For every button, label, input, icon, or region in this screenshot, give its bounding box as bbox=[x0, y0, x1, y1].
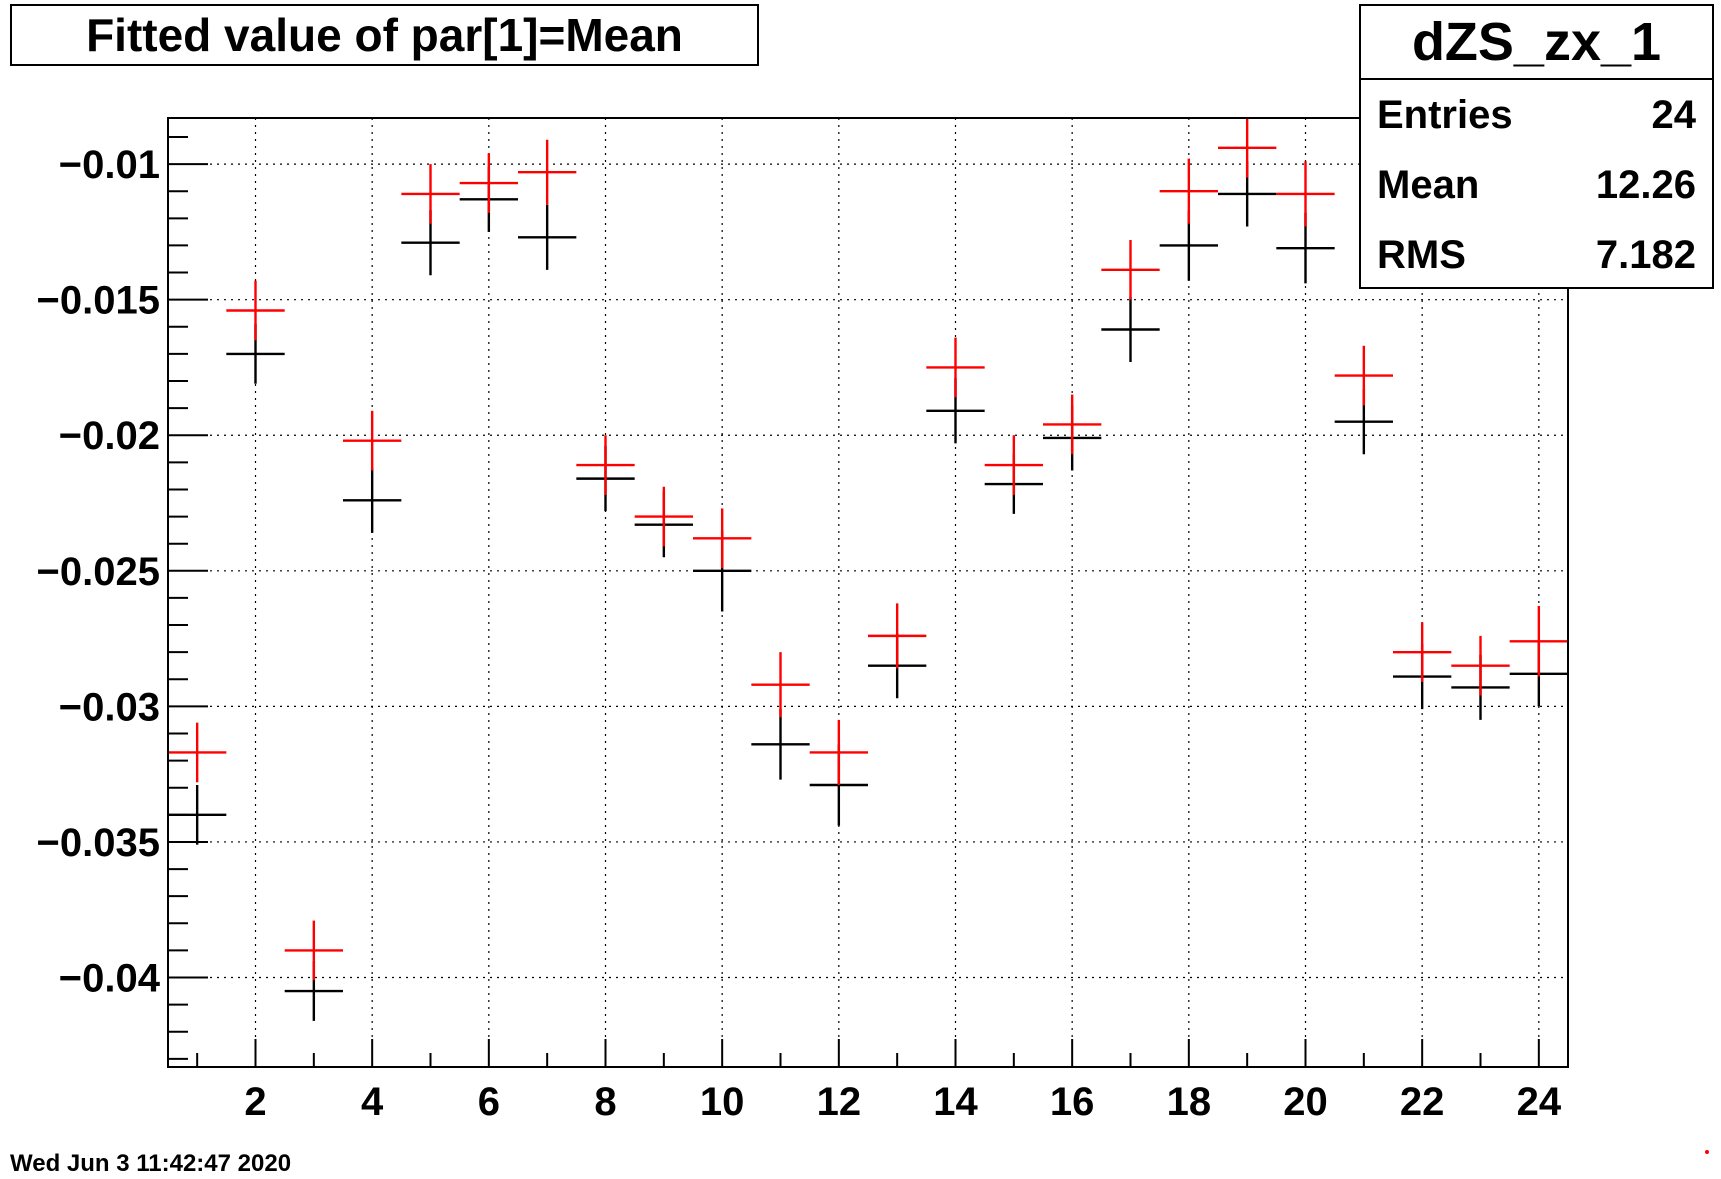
data-point bbox=[868, 603, 927, 669]
data-point bbox=[168, 785, 227, 845]
chart-title: Fitted value of par[1]=Mean bbox=[10, 4, 759, 66]
stats-value: 7.182 bbox=[1595, 232, 1696, 277]
data-point bbox=[1043, 394, 1102, 455]
x-tick-label: 8 bbox=[594, 1080, 616, 1124]
data-point bbox=[401, 164, 460, 224]
data-point bbox=[1276, 161, 1335, 227]
stats-value: 24 bbox=[1651, 92, 1697, 137]
data-point bbox=[1451, 635, 1510, 696]
y-tick-label: −0.04 bbox=[59, 957, 161, 1001]
data-point bbox=[518, 139, 577, 205]
data-point bbox=[1101, 240, 1160, 300]
stats-label: RMS bbox=[1377, 232, 1466, 277]
data-point bbox=[1509, 606, 1568, 677]
x-tick-label: 18 bbox=[1167, 1080, 1212, 1124]
y-tick-label: −0.035 bbox=[37, 821, 160, 865]
data-point bbox=[1393, 622, 1452, 682]
data-point bbox=[751, 709, 810, 780]
data-point bbox=[1159, 158, 1218, 224]
stats-histogram-name: dZS_zx_1 bbox=[1361, 6, 1712, 80]
data-point bbox=[751, 652, 810, 718]
data-point bbox=[809, 719, 868, 786]
data-point bbox=[1334, 345, 1393, 406]
data-point bbox=[343, 467, 402, 533]
data-point bbox=[926, 337, 985, 398]
plot-frame bbox=[167, 117, 1569, 1068]
chart-title-text: Fitted value of par[1]=Mean bbox=[86, 9, 683, 61]
data-point bbox=[518, 204, 577, 270]
data-point bbox=[634, 486, 693, 547]
data-point bbox=[576, 435, 635, 495]
x-axis-ticks: 2 4 6 8 10 12 14 16 18 20 22 24 bbox=[244, 1039, 1562, 1124]
stats-row-rms: RMS 7.182 bbox=[1361, 220, 1712, 290]
data-point bbox=[343, 410, 402, 471]
series-0 bbox=[168, 161, 1568, 1021]
y-tick-label: −0.025 bbox=[37, 550, 160, 594]
stats-box: dZS_zx_1 Entries 24 Mean 12.26 RMS 7.182 bbox=[1359, 4, 1714, 289]
x-tick-label: 16 bbox=[1050, 1080, 1095, 1124]
stats-value: 12.26 bbox=[1595, 162, 1696, 207]
x-tick-label: 22 bbox=[1400, 1080, 1445, 1124]
data-point bbox=[693, 508, 752, 569]
grid-lines bbox=[168, 118, 1568, 1067]
x-tick-label: 2 bbox=[244, 1080, 266, 1124]
stats-row-mean: Mean 12.26 bbox=[1361, 150, 1712, 220]
stats-label: Entries bbox=[1377, 92, 1513, 137]
corner-marker bbox=[1705, 1150, 1709, 1154]
stats-row-entries: Entries 24 bbox=[1361, 80, 1712, 150]
minor-ticks bbox=[168, 135, 1482, 1067]
data-point bbox=[459, 153, 518, 213]
x-tick-label: 20 bbox=[1283, 1080, 1328, 1124]
y-tick-label: −0.03 bbox=[59, 685, 160, 729]
data-point bbox=[984, 435, 1043, 495]
data-point bbox=[1101, 296, 1160, 363]
y-tick-label: −0.01 bbox=[59, 143, 160, 187]
x-tick-label: 14 bbox=[933, 1080, 978, 1124]
stats-label: Mean bbox=[1377, 162, 1480, 207]
x-tick-label: 6 bbox=[478, 1080, 500, 1124]
x-tick-label: 12 bbox=[817, 1080, 862, 1124]
series-1 bbox=[168, 118, 1568, 981]
y-tick-label: −0.02 bbox=[59, 414, 160, 458]
y-axis-ticks: −0.01 −0.015 −0.02 −0.025 −0.03 −0.035 −0.04 bbox=[37, 143, 208, 1001]
timestamp: Wed Jun 3 11:42:47 2020 bbox=[10, 1150, 292, 1177]
x-tick-label: 24 bbox=[1517, 1080, 1562, 1124]
data-point bbox=[284, 920, 343, 981]
x-tick-label: 4 bbox=[361, 1080, 384, 1124]
x-tick-label: 10 bbox=[700, 1080, 745, 1124]
data-point bbox=[168, 722, 227, 783]
data-point bbox=[1218, 118, 1277, 178]
data-point bbox=[226, 280, 285, 341]
data-series bbox=[168, 118, 1568, 1021]
y-tick-label: −0.015 bbox=[37, 279, 160, 323]
